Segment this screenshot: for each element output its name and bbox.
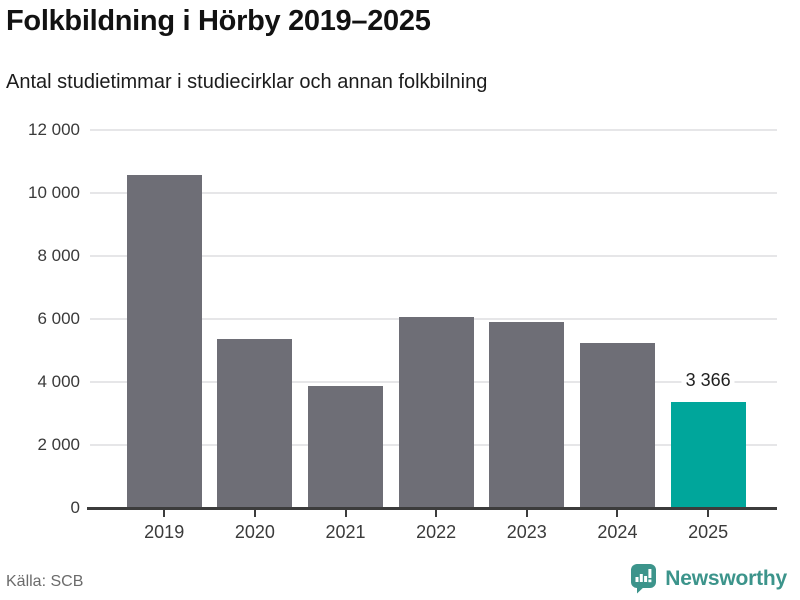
logo-bar-3 <box>644 576 648 582</box>
gridline-8000 <box>90 255 777 257</box>
bar-2021 <box>308 386 383 508</box>
newsworthy-speech-bubble-icon <box>631 564 657 594</box>
x-axis-label-2022: 2022 <box>416 522 457 542</box>
x-axis-tick-2022 <box>435 510 438 517</box>
chart-subtitle: Antal studietimmar i studiecirklar och a… <box>6 71 488 93</box>
logo-bar-1 <box>635 577 639 582</box>
gridline-10000 <box>90 192 777 194</box>
x-axis-tick-2019 <box>163 510 166 517</box>
logo-bar-2 <box>640 574 644 582</box>
bar-2024 <box>579 342 655 508</box>
y-axis-label-10000: 10 000 <box>28 183 80 202</box>
bar-2019 <box>126 174 202 508</box>
x-axis-line <box>87 507 777 510</box>
y-axis-label-6000: 6 000 <box>37 309 80 328</box>
x-axis-tick-2025 <box>707 510 710 517</box>
source-label: Källa: SCB <box>6 573 84 590</box>
gridline-12000 <box>90 129 777 131</box>
bar-value-label-2025: 3 366 <box>681 369 735 390</box>
newsworthy-logo-text: Newsworthy <box>665 566 787 590</box>
x-axis-label-2021: 2021 <box>325 522 366 542</box>
x-axis-label-2025: 2025 <box>688 522 729 542</box>
y-axis-label-8000: 8 000 <box>37 246 80 265</box>
x-axis-label-2020: 2020 <box>234 522 275 542</box>
bar-2022 <box>398 317 474 508</box>
y-axis-label-12000: 12 000 <box>28 120 80 139</box>
bar-2025 <box>670 401 746 508</box>
x-axis-tick-2021 <box>344 510 347 517</box>
x-axis-label-2023: 2023 <box>506 522 547 542</box>
logo-exclamation-dot <box>648 579 652 583</box>
logo-exclamation-stroke <box>648 569 652 578</box>
x-axis-tick-2023 <box>525 510 528 517</box>
newsworthy-logo: Newsworthy <box>630 563 787 594</box>
y-axis-label-2000: 2 000 <box>37 435 80 454</box>
y-axis-label-0: 0 <box>70 498 80 517</box>
x-axis-tick-2020 <box>253 510 256 517</box>
y-axis-label-4000: 4 000 <box>37 372 80 391</box>
x-axis-label-2024: 2024 <box>597 522 638 542</box>
x-axis-tick-2024 <box>616 510 619 517</box>
bar-2023 <box>489 322 565 508</box>
chart-title: Folkbildning i Hörby 2019–2025 <box>6 5 431 37</box>
bar-2020 <box>217 338 293 508</box>
x-axis-label-2019: 2019 <box>144 522 185 542</box>
